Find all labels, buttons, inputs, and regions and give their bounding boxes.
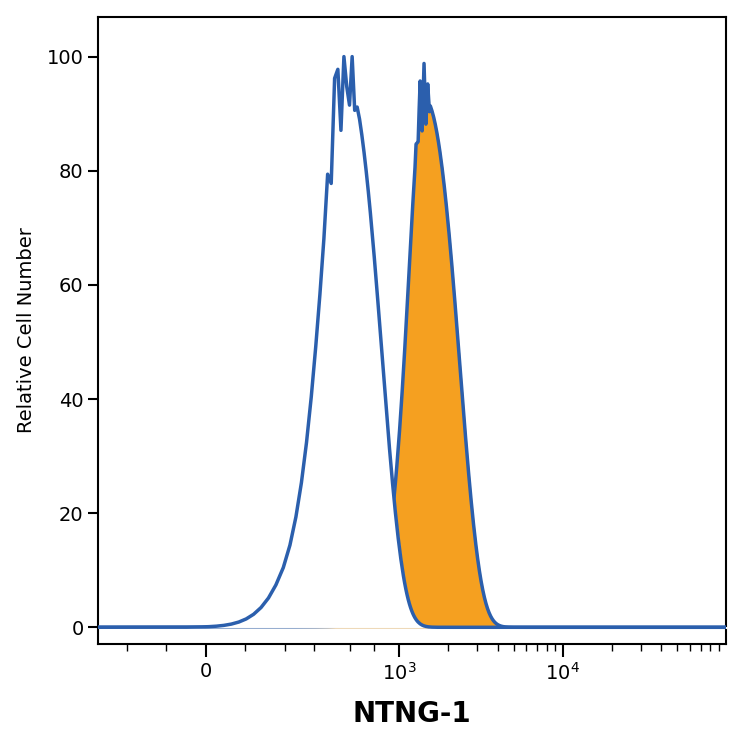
X-axis label: NTNG-1: NTNG-1 [353, 700, 472, 729]
Y-axis label: Relative Cell Number: Relative Cell Number [16, 228, 36, 434]
